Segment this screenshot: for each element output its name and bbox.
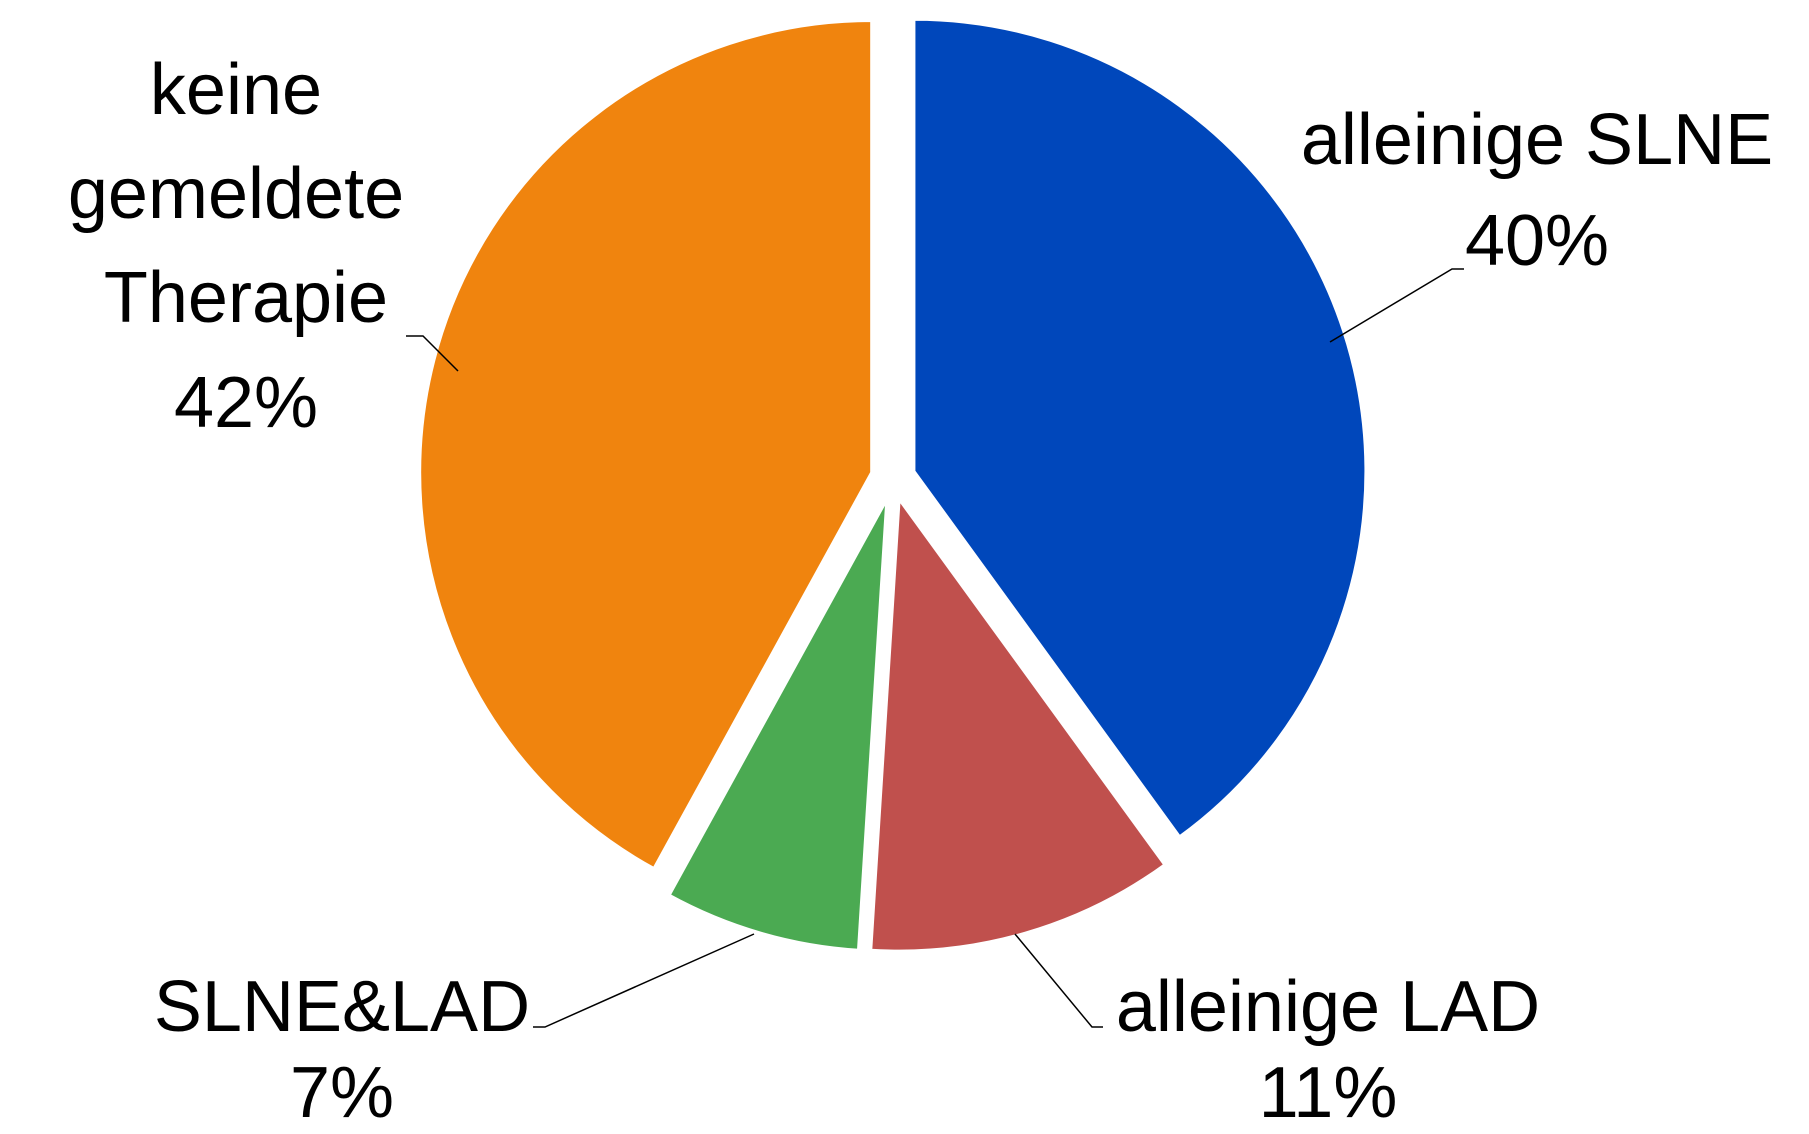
- slice-value-label: 42%: [174, 363, 318, 443]
- leader-line: [1014, 933, 1103, 1028]
- slice-label: alleinige LAD: [1116, 967, 1540, 1047]
- pie-slice: [869, 494, 1167, 953]
- pie-slice: [667, 498, 889, 952]
- leader-line: [533, 933, 755, 1028]
- slice-value-label: 11%: [1259, 1053, 1398, 1133]
- slice-value-label: 7%: [290, 1053, 394, 1133]
- label-line: keine: [150, 50, 342, 130]
- leader-line: [1329, 268, 1464, 343]
- pie-slice: [912, 17, 1368, 839]
- leader-line: [406, 335, 459, 372]
- pie-slice: [418, 19, 874, 871]
- slice-label: alleinige SLNE: [1301, 100, 1773, 180]
- label-line: Therapie: [104, 258, 388, 338]
- slice-label: keine gemeldete Therapie: [68, 50, 424, 338]
- slice-value-label: 40%: [1465, 201, 1609, 281]
- label-line: gemeldete: [68, 154, 424, 234]
- slice-label: SLNE&LAD: [154, 967, 530, 1047]
